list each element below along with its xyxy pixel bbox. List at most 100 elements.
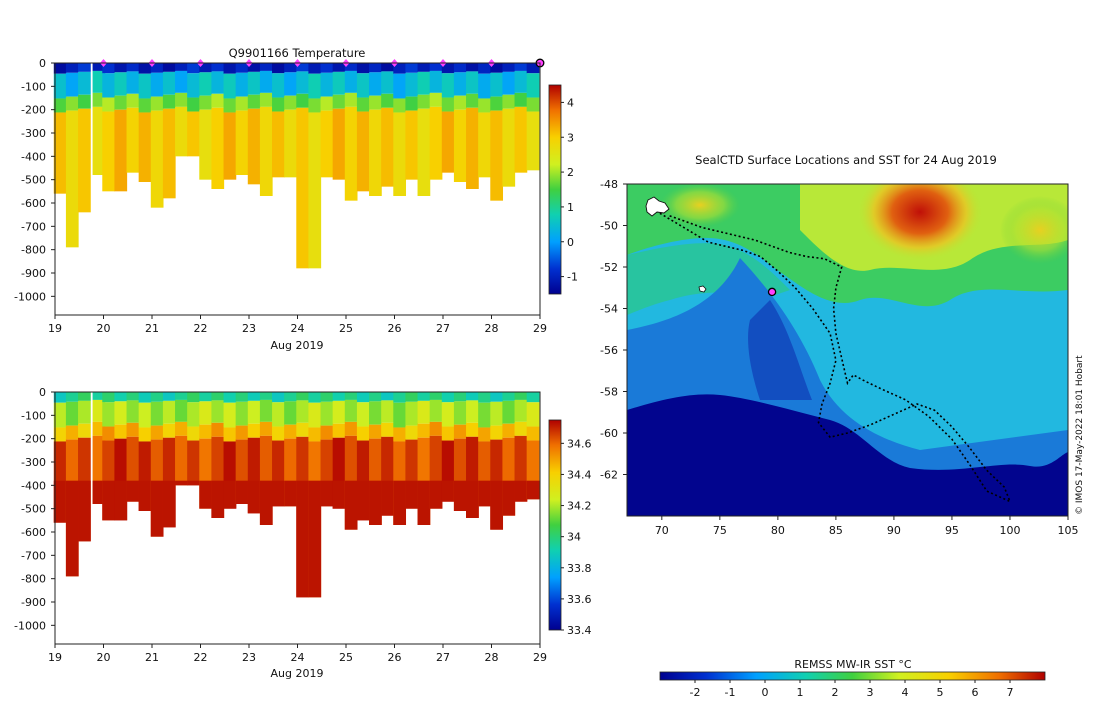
x-tick-label: 27 (436, 651, 450, 664)
y-tick-label: -400 (21, 150, 46, 163)
section-cell-deep (102, 480, 116, 521)
x-tick-label: 26 (388, 651, 402, 664)
section-cell (259, 106, 273, 196)
section-cell (526, 97, 540, 112)
section-cell (332, 392, 346, 401)
section-cell (272, 63, 285, 74)
section-cell (102, 426, 116, 441)
section-cell-deep (223, 480, 237, 509)
section-cell (150, 425, 164, 440)
section-cell (356, 73, 370, 98)
section-cell (102, 97, 116, 112)
map-y-ticks: -48 -50 -52 -54 -56 -58 -60 -62 (600, 178, 627, 482)
section-cell (284, 63, 297, 73)
section-cell (441, 402, 455, 427)
section-cell (320, 425, 334, 440)
section-cell-deep (453, 480, 467, 511)
section-cell (150, 401, 164, 426)
sst-warm-patch-west (660, 184, 740, 227)
section-cell (381, 400, 394, 423)
section-cell (272, 73, 285, 98)
section-cell (466, 422, 479, 437)
x-tick-label: 21 (145, 322, 159, 335)
section-cell (187, 73, 200, 98)
section-cell (514, 106, 528, 173)
section-cell-deep (381, 480, 394, 516)
section-cell (381, 392, 394, 401)
section-cell (296, 392, 310, 401)
section-cell (453, 424, 467, 439)
section-cell (235, 392, 249, 402)
section-cell (441, 111, 455, 173)
section-cell (114, 424, 128, 439)
map-x-tick-label: 80 (771, 524, 785, 537)
map-x-tick-label: 95 (945, 524, 959, 537)
section-cell (332, 400, 346, 424)
section-cell (490, 96, 504, 111)
section-cell (502, 400, 516, 424)
section-cell (259, 92, 273, 107)
section-cell (223, 427, 237, 442)
section-cell (502, 392, 516, 401)
x-tick-label: 25 (339, 651, 353, 664)
y-tick-label: -900 (21, 596, 46, 609)
section-cell-deep (284, 480, 297, 507)
section-cell (235, 425, 249, 440)
section-cell (405, 72, 419, 97)
section-cell (126, 63, 140, 72)
section-cell (526, 392, 540, 403)
section-cell (223, 73, 237, 99)
section-cell (259, 399, 273, 422)
section-cell (369, 401, 382, 425)
sst-colorbar-ticks: -2 -1 0 1 2 3 4 5 6 7 (690, 680, 1014, 699)
section-cell (296, 107, 310, 269)
y-tick-label: -100 (21, 80, 46, 93)
section-cell (296, 93, 310, 108)
map-y-tick-label: -60 (600, 427, 618, 440)
section-cell (53, 392, 67, 403)
section-cell (478, 392, 491, 403)
map-x-tick-label: 105 (1058, 524, 1079, 537)
section-cell-deep (369, 480, 382, 525)
section-cell (235, 63, 249, 73)
section-cell-deep (126, 480, 140, 502)
section-cell (466, 71, 479, 94)
sst-colorbar-tick-label: 0 (762, 686, 769, 699)
section-cell (429, 63, 443, 71)
section-cell (162, 94, 176, 109)
section-cell (53, 427, 67, 442)
section-cell (162, 108, 176, 199)
section-cell (272, 426, 285, 441)
section-cell (78, 423, 91, 438)
section-cell (308, 427, 322, 442)
section-cell (296, 63, 310, 72)
section-cell (284, 72, 297, 96)
section-cell (514, 392, 528, 400)
section-cell-deep (114, 480, 128, 521)
x-tick-label: 29 (533, 651, 547, 664)
section-cell (405, 392, 419, 402)
colorbar-tick-label: 4 (567, 96, 574, 109)
section-cell (284, 392, 297, 402)
section-cell (429, 106, 443, 180)
section-cell (393, 112, 407, 196)
section-cell (441, 426, 455, 441)
section-cell (308, 63, 322, 74)
section-cell-deep (393, 480, 407, 525)
section-cell (211, 93, 225, 108)
section-cell (344, 399, 358, 422)
section-cell (320, 72, 334, 97)
section-cell (126, 400, 140, 423)
x-tick-label: 20 (97, 322, 111, 335)
section-cell (223, 112, 237, 180)
section-cell (78, 71, 91, 95)
section-cell-deep (356, 480, 370, 521)
sst-cold-deep (748, 300, 812, 400)
section-cell (53, 112, 67, 194)
section-cell (114, 401, 128, 425)
section-cell (211, 392, 225, 401)
section-cell (247, 94, 261, 109)
section-cell (102, 63, 116, 74)
sst-colorbar (659, 671, 1046, 681)
section-cell-deep (466, 480, 479, 518)
